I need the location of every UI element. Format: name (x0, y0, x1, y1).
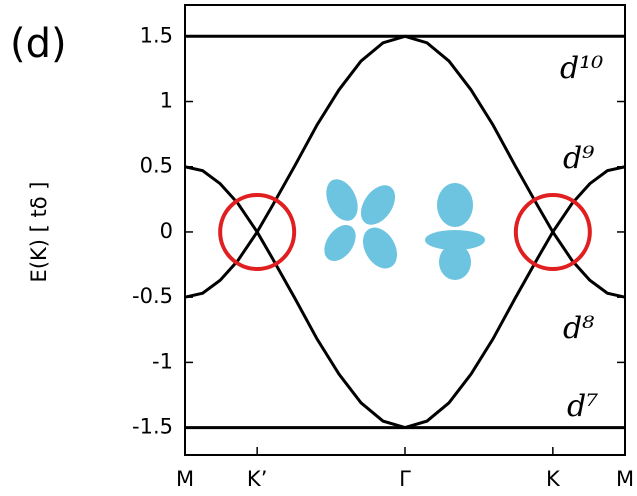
band-annotation: d¹⁰ (560, 51, 603, 86)
chart: (d) E(K) [ tδ ] 1.5 1 0.5 0 -0.5 -1 -1.5 M K’ Γ K M… (0, 0, 637, 496)
orbital-lobe (356, 221, 404, 274)
y-tick-label: -1 (152, 349, 173, 373)
orbital-lobe (437, 183, 473, 227)
panel-label: (d) (10, 21, 67, 67)
y-tick-label: 0.5 (140, 154, 173, 178)
x-tick-label: K’ (247, 467, 267, 491)
page: {"chart_data": { "type": "line", "panel_… (0, 0, 637, 496)
band-line (185, 167, 625, 428)
y-tick-label: 1.5 (140, 23, 173, 47)
plot-frame (185, 5, 625, 455)
x-tick-label: Γ (399, 467, 411, 491)
band-line (185, 36, 625, 297)
y-tick-label: 0 (160, 219, 173, 243)
x-tick-label: M (176, 467, 194, 491)
y-tick-label: 1 (160, 89, 173, 113)
y-tick-label: -1.5 (132, 415, 173, 439)
orbital-lobe (439, 244, 471, 280)
y-tick-label: -0.5 (132, 284, 173, 308)
orbitals (318, 174, 485, 280)
x-tick-label: M (616, 467, 634, 491)
band-annotation: d⁹ (563, 141, 594, 176)
x-tick-label: K (546, 467, 561, 491)
orbital-lobe (354, 179, 402, 231)
orbital-lobe (320, 174, 364, 226)
band-annotation: d⁷ (567, 389, 598, 424)
y-axis-label: E(K) [ tδ ] (27, 182, 51, 283)
orbital-lobe (318, 219, 362, 267)
band-annotation: d⁸ (563, 311, 594, 346)
